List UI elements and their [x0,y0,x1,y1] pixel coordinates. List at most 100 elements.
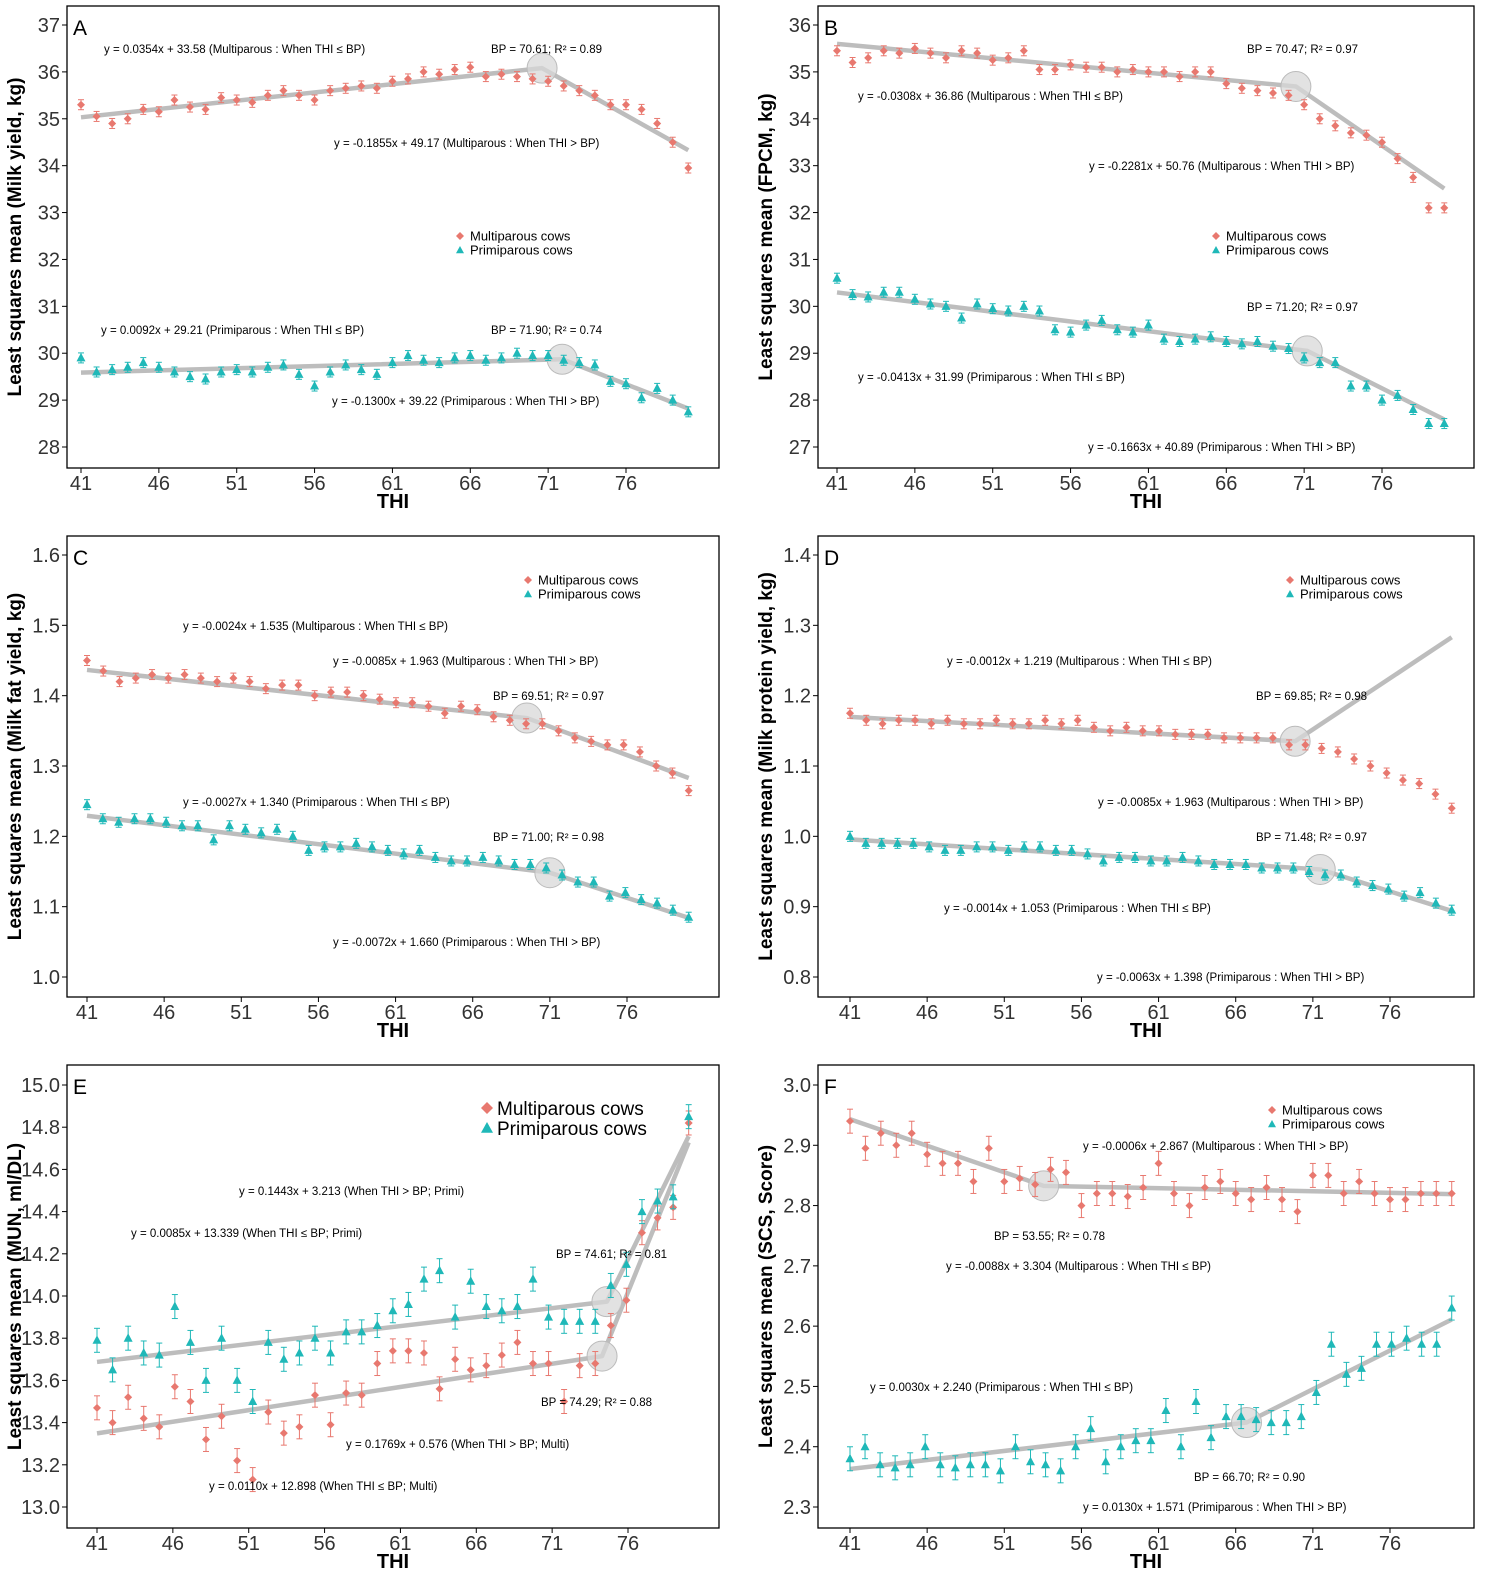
data-point-multiparous [637,105,646,114]
data-point-primiparous [169,366,179,376]
data-point-multiparous [295,1422,304,1431]
data-point-multiparous [848,58,857,67]
data-point-multiparous [1216,1177,1225,1186]
data-point-primiparous [367,841,377,851]
data-point-multiparous [590,91,599,100]
data-point-multiparous [435,70,444,79]
data-point-multiparous [310,1391,319,1400]
data-point-primiparous [1162,855,1172,865]
data-point-primiparous [832,273,842,282]
y-tick-label: 31 [789,249,811,271]
data-point-multiparous [408,698,417,707]
equation-annotation: BP = 70.47; R² = 0.97 [1247,44,1358,56]
data-point-primiparous [434,357,444,367]
data-point-primiparous [1268,341,1278,350]
data-point-multiparous [123,114,132,123]
data-point-multiparous [357,1391,366,1400]
data-point-multiparous [1203,730,1212,739]
data-point-multiparous [528,1359,537,1368]
data-point-primiparous [589,877,599,886]
data-point-multiparous [115,677,124,686]
data-point-multiparous [201,105,210,114]
data-point-multiparous [988,56,997,65]
data-point-primiparous [341,359,351,369]
data-point-multiparous [653,119,662,128]
y-tick-label: 36 [789,15,811,37]
data-point-primiparous [1439,418,1449,428]
data-point-multiparous [1386,1195,1394,1204]
panel-frame [66,535,720,998]
data-point-primiparous [684,912,694,921]
equation-annotation: BP = 66.70; R² = 0.90 [1194,1472,1305,1484]
y-tick-label: 37 [38,15,60,37]
data-point-primiparous [559,355,569,364]
panel-letter: E [73,1076,87,1099]
data-point-primiparous [177,820,187,830]
data-point-primiparous [107,364,117,374]
data-point-multiparous [575,86,584,95]
y-tick-label: 33 [789,156,811,178]
data-point-primiparous [1447,1303,1457,1312]
data-point-primiparous [478,852,488,861]
data-point-primiparous [848,289,858,299]
data-point-multiparous [1057,719,1066,728]
equation-annotation: y = -0.0088x + 3.304 (Multiparous : When… [946,1261,1211,1273]
data-point-multiparous [326,86,335,95]
data-point-multiparous [1398,776,1407,785]
data-point-primiparous [450,352,460,362]
y-tick-label: 0.9 [783,897,811,919]
equation-annotation: y = -0.2281x + 50.76 (Multiparous : When… [1089,161,1355,173]
y-tick-label: 2.5 [783,1376,811,1398]
data-point-multiparous [591,1359,600,1368]
data-point-primiparous [1209,859,1219,868]
data-point-multiparous [894,716,903,725]
data-point-primiparous [1026,1456,1036,1466]
data-point-primiparous [605,891,615,900]
data-point-primiparous [1288,862,1298,872]
y-axis-title: Least squares mean (SCS, Score) [756,1145,777,1448]
equation-annotation: BP = 74.61; R² = 0.81 [556,1249,667,1261]
legend-label-multiparous: Multiparous cows [1226,229,1327,244]
x-tick-label: 76 [615,473,637,495]
data-point-multiparous [528,74,537,83]
data-point-primiparous [1399,891,1409,900]
data-point-multiparous [911,716,920,725]
data-point-primiparous [890,1462,900,1472]
legend-marker-multiparous [1286,576,1294,584]
data-point-primiparous [1352,877,1362,886]
x-tick-label: 61 [389,1533,411,1555]
data-point-multiparous [653,1213,662,1222]
data-point-primiparous [668,1191,678,1201]
data-point-primiparous [154,362,164,371]
data-point-multiparous [1191,67,1200,76]
y-tick-label: 1.4 [783,545,811,567]
data-point-multiparous [895,49,904,58]
data-point-multiparous [1447,1189,1456,1198]
data-point-multiparous [575,1361,584,1370]
data-point-multiparous [343,688,352,697]
x-tick-label: 76 [1379,1533,1401,1555]
x-tick-label: 51 [982,473,1004,495]
data-point-primiparous [272,824,282,833]
data-point-multiparous [440,709,449,718]
data-point-multiparous [1416,1189,1425,1198]
data-point-primiparous [341,1326,351,1336]
data-point-multiparous [139,1414,148,1423]
data-point-primiparous [1190,334,1200,343]
data-point-primiparous [684,1111,694,1121]
data-point-multiparous [1041,716,1050,725]
data-point-multiparous [326,1420,335,1429]
y-tick-label: 33 [38,203,60,225]
data-point-primiparous [1050,324,1060,334]
data-point-primiparous [351,838,361,847]
data-point-multiparous [248,98,257,107]
data-point-primiparous [161,817,171,826]
data-point-primiparous [170,1301,180,1311]
x-tick-label: 51 [993,1002,1015,1024]
data-point-primiparous [399,848,409,858]
legend-label-primiparous: Primiparous cows [1226,243,1329,258]
data-point-multiparous [1138,726,1147,735]
data-point-primiparous [1251,1414,1261,1424]
data-point-multiparous [196,674,205,683]
data-point-multiparous [1046,1165,1055,1174]
